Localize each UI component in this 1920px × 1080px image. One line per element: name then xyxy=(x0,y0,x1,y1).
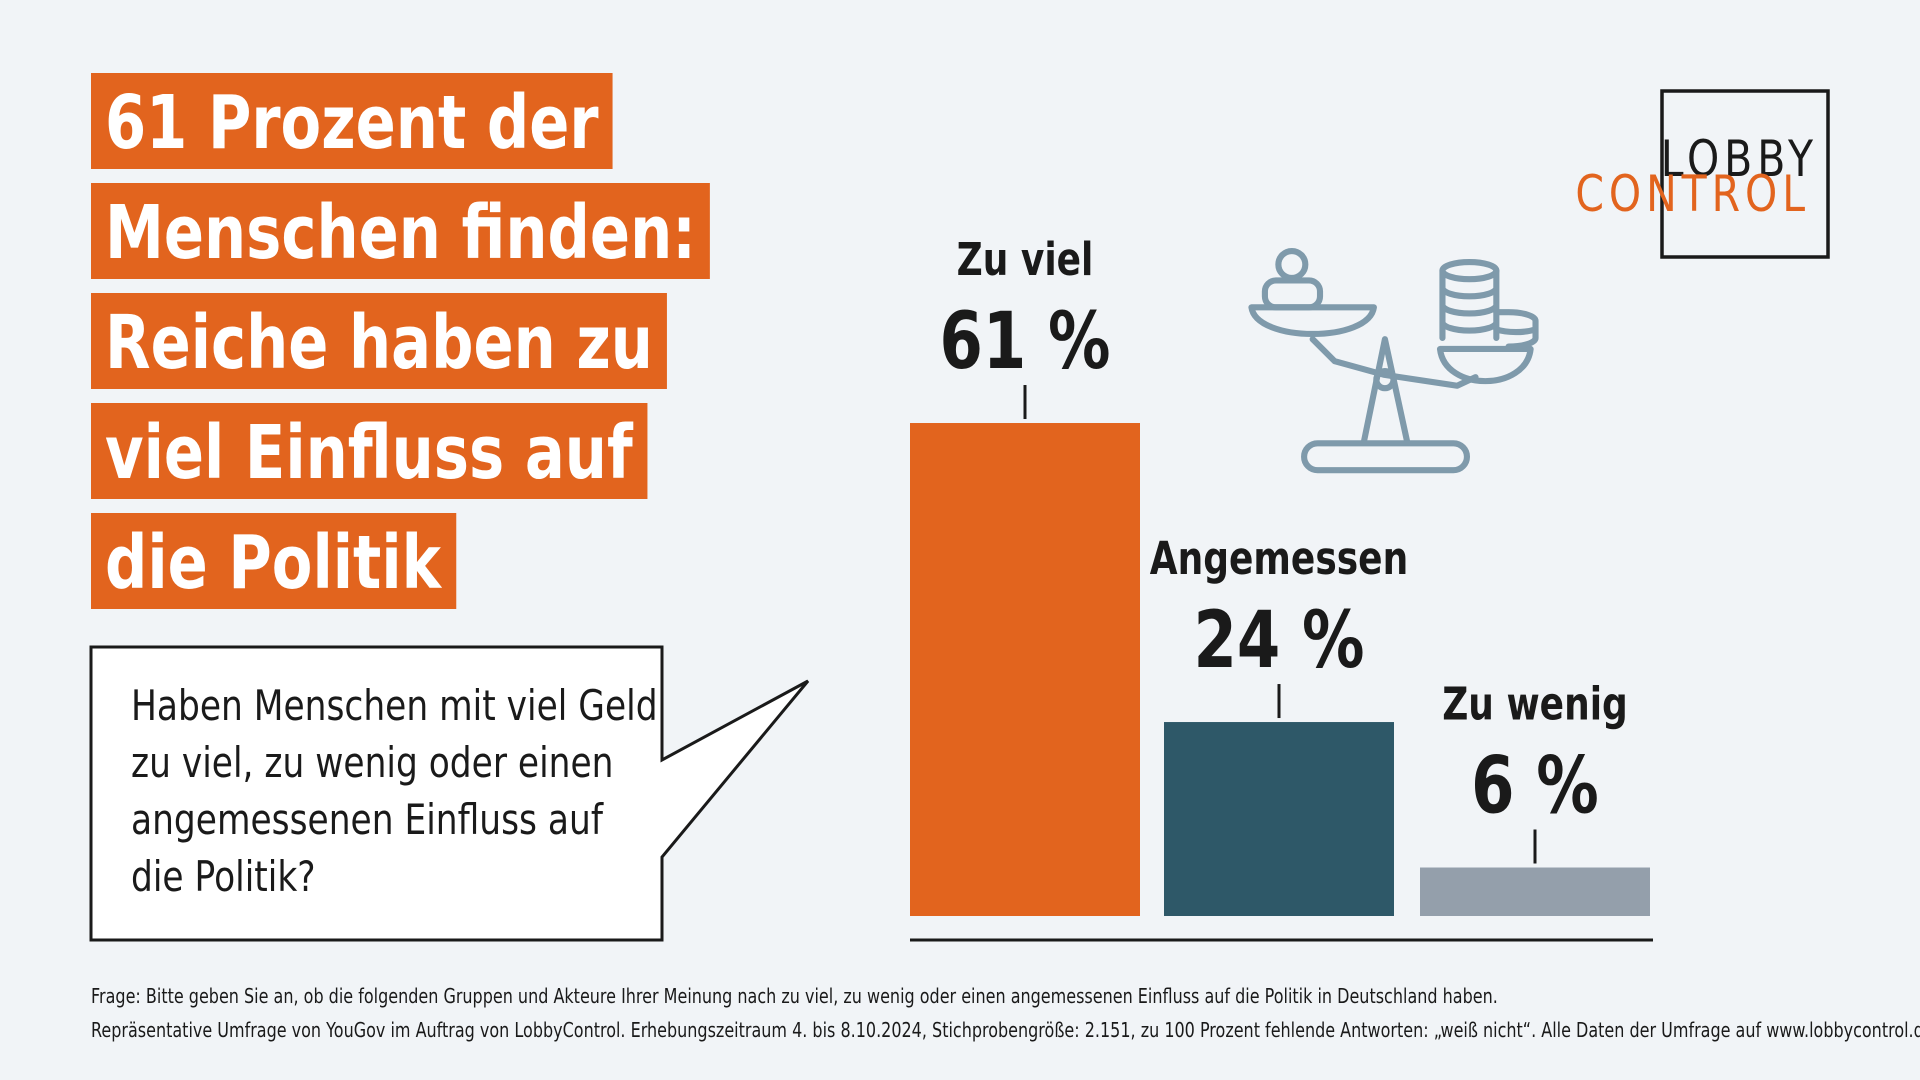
title-highlight xyxy=(91,73,613,169)
bar xyxy=(1164,722,1394,916)
question-text: angemessenen Einfluss auf xyxy=(131,796,604,845)
logo-frame xyxy=(1660,89,1830,259)
bar xyxy=(910,423,1140,916)
title-highlight xyxy=(91,183,710,279)
logo-text: CONTROL xyxy=(1575,165,1810,223)
chart-title: die Politik xyxy=(105,520,442,606)
value-label: 24 % xyxy=(1193,594,1364,686)
chart-title: viel Einfluss auf xyxy=(105,410,633,496)
chart-title: Menschen finden: xyxy=(105,190,696,276)
category-label: Zu viel xyxy=(957,233,1094,286)
chart-title: 61 Prozent der xyxy=(105,80,599,166)
title-highlight xyxy=(91,403,648,499)
value-label: 6 % xyxy=(1471,740,1599,832)
value-label: 61 % xyxy=(939,295,1110,387)
category-label: Zu wenig xyxy=(1442,678,1628,731)
footnote: Repräsentative Umfrage von YouGov im Auf… xyxy=(91,1019,1920,1042)
speech-bubble xyxy=(89,645,810,942)
question-text: zu viel, zu wenig oder einen xyxy=(131,739,614,788)
title-highlight xyxy=(91,513,457,609)
scale-icon xyxy=(1248,247,1539,474)
question-text: die Politik? xyxy=(131,853,316,902)
footnote: Frage: Bitte geben Sie an, ob die folgen… xyxy=(91,985,1498,1008)
question-text: Haben Menschen mit viel Geld xyxy=(131,682,658,731)
logo-text: LOBBY xyxy=(1661,130,1818,188)
category-label: Angemessen xyxy=(1150,532,1408,585)
chart-title: Reiche haben zu xyxy=(105,300,653,386)
bar xyxy=(1420,867,1650,916)
title-highlight xyxy=(91,293,667,389)
